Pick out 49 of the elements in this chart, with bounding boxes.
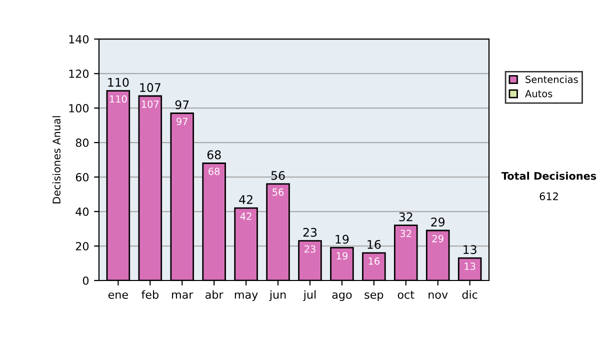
x-tick-label: feb (142, 290, 158, 299)
x-tick-label: nov (428, 292, 448, 299)
x-tick-label: jun (269, 290, 286, 301)
data-label: 97 (176, 118, 188, 126)
total-label: 32 (399, 212, 412, 222)
y-tick-label: 100 (69, 104, 89, 112)
y-tick-label: 0 (82, 276, 89, 285)
data-label: 42 (240, 212, 252, 220)
x-tick-label: may (234, 292, 258, 301)
x-tick-label: mar (172, 292, 194, 299)
data-label: 68 (208, 168, 220, 176)
data-label: 107 (142, 100, 159, 108)
data-label: 110 (110, 95, 127, 103)
data-label: 56 (272, 188, 284, 196)
y-tick-label: 140 (69, 35, 89, 44)
total-label: 97 (175, 100, 189, 110)
total-label: 29 (431, 218, 445, 226)
x-tick-label: ene (108, 292, 128, 299)
text: Total Decisiones (501, 172, 596, 180)
total-label: 68 (207, 150, 221, 160)
x-tick-label: oct (398, 290, 414, 299)
total-label: 16 (368, 240, 381, 249)
total-label: 110 (108, 78, 129, 87)
data-label: 13 (464, 262, 476, 270)
data-label: 32 (400, 230, 412, 238)
y-axis-title: Decisiones Anual (52, 116, 60, 204)
y-tick-label: 80 (76, 138, 89, 147)
total-label: 42 (239, 195, 252, 204)
total-label: 19 (336, 234, 349, 244)
y-tick-label: 20 (76, 242, 89, 250)
y-tick-label: 60 (76, 173, 89, 182)
data-label: 29 (432, 234, 444, 242)
total-label: 23 (303, 228, 317, 237)
x-tick-label: abr (206, 290, 224, 299)
text: 612 (540, 192, 558, 200)
data-label: 19 (336, 252, 348, 260)
x-tick-label: ago (332, 292, 352, 301)
legend-label: Autos (525, 90, 552, 98)
total-label: 13 (464, 245, 476, 254)
total-label: 56 (271, 171, 285, 180)
x-tick-label: jul (303, 290, 316, 301)
data-label: 23 (304, 245, 316, 253)
y-tick-label: 40 (76, 208, 89, 216)
y-tick-label: 120 (69, 70, 89, 78)
x-tick-label: dic (462, 290, 478, 299)
legend-label: Sentencias (526, 76, 578, 84)
data-label: 16 (368, 257, 380, 265)
x-tick-label: sep (364, 292, 384, 301)
total-label: 107 (140, 83, 160, 92)
